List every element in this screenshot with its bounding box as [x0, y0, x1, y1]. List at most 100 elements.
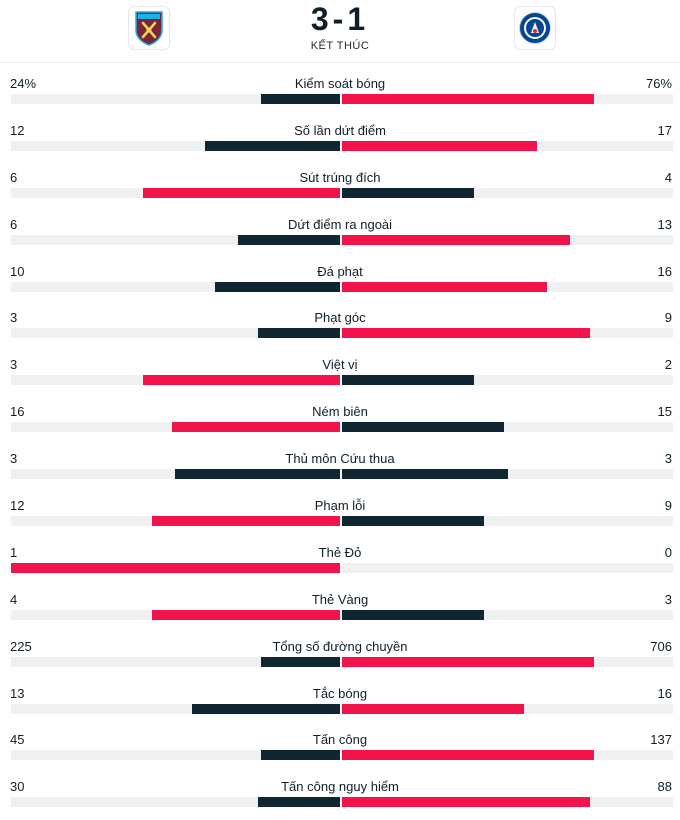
away-stat-bar — [342, 234, 570, 245]
home-stat-track — [11, 140, 340, 151]
home-stat-value: 12 — [10, 122, 25, 138]
stat-label: Việt vị — [322, 357, 358, 373]
away-stat-bar — [342, 750, 594, 761]
stat-label: Thẻ Đỏ — [318, 544, 362, 560]
stat-row: 30 Tấn công nguy hiểm 88 — [0, 773, 680, 820]
home-stat-track — [11, 422, 340, 433]
away-stat-track — [342, 422, 673, 433]
home-stat-value: 225 — [10, 638, 32, 654]
home-stat-value: 4 — [10, 591, 18, 607]
away-stat-track — [342, 703, 673, 714]
away-stat-track — [342, 234, 673, 245]
away-stat-bar — [342, 797, 590, 808]
away-stat-value: 137 — [650, 732, 672, 748]
away-stat-value: 17 — [657, 122, 672, 138]
stat-label: Kiểm soát bóng — [294, 76, 386, 91]
stat-row: 13 Tắc bóng 16 — [0, 680, 680, 727]
home-stat-bar — [261, 656, 340, 667]
away-stat-track — [342, 609, 673, 620]
home-stat-bar — [152, 609, 340, 620]
home-stat-track — [11, 469, 340, 480]
stat-label: Tấn công nguy hiểm — [281, 779, 399, 795]
stat-label: Phạm lỗi — [314, 498, 366, 514]
stat-label: Sút trúng đích — [299, 169, 381, 185]
stat-label: Tấn công — [312, 732, 368, 748]
away-stat-value: 9 — [664, 498, 672, 514]
home-stat-value: 3 — [10, 451, 18, 467]
away-stat-track — [342, 187, 673, 198]
home-stat-value: 10 — [10, 263, 25, 279]
away-stat-bar — [342, 375, 474, 386]
home-stat-track — [11, 656, 340, 667]
match-status: KẾT THÚC — [310, 40, 370, 52]
home-stat-value: 3 — [10, 357, 18, 373]
home-stat-track — [11, 609, 340, 620]
home-stat-track — [11, 562, 340, 573]
match-stats-list: 24% Kiểm soát bóng 76% 12 Số lần dứt điểm 17 6… — [0, 70, 680, 820]
stat-row: 10 Đá phạt 16 — [0, 258, 680, 305]
away-stat-value: 16 — [657, 685, 672, 701]
away-stat-bar — [342, 609, 484, 620]
home-stat-track — [11, 328, 340, 339]
away-stat-value: 76% — [645, 76, 672, 91]
stat-row: 45 Tấn công 137 — [0, 726, 680, 773]
away-stat-track — [342, 281, 673, 292]
home-stat-bar — [143, 187, 340, 198]
home-stat-value: 6 — [10, 216, 18, 232]
stat-row: 1 Thẻ Đỏ 0 — [0, 539, 680, 586]
home-stat-value: 3 — [10, 310, 18, 326]
stat-row: 225 Tổng số đường chuyền 706 — [0, 633, 680, 680]
away-team-crest[interactable] — [514, 6, 556, 50]
home-stat-bar — [152, 516, 340, 527]
home-stat-value: 1 — [10, 544, 18, 560]
home-team-crest[interactable] — [128, 6, 170, 50]
home-stat-track — [11, 281, 340, 292]
away-stat-value: 3 — [664, 451, 672, 467]
away-stat-bar — [342, 187, 474, 198]
stat-label: Tổng số đường chuyền — [272, 638, 408, 654]
stat-row: 12 Phạm lỗi 9 — [0, 492, 680, 539]
away-stat-value: 706 — [650, 638, 672, 654]
stat-label: Phạt góc — [314, 310, 366, 326]
away-stat-track — [342, 328, 673, 339]
away-stat-bar — [342, 140, 537, 151]
away-stat-track — [342, 797, 673, 808]
stat-row: 3 Việt vị 2 — [0, 351, 680, 398]
away-stat-track — [342, 562, 673, 573]
home-stat-bar — [258, 797, 340, 808]
away-stat-value: 13 — [657, 216, 672, 232]
stat-label: Thủ môn Cứu thua — [285, 451, 395, 467]
away-stat-track — [342, 469, 673, 480]
stat-row: 6 Dứt điểm ra ngoài 13 — [0, 211, 680, 258]
home-stat-track — [11, 187, 340, 198]
stat-label: Đá phạt — [317, 263, 363, 279]
stat-label: Ném biên — [312, 404, 368, 420]
stat-row: 24% Kiểm soát bóng 76% — [0, 70, 680, 117]
stat-label: Dứt điểm ra ngoài — [287, 216, 393, 232]
away-stat-bar — [342, 281, 547, 292]
away-stat-bar — [342, 328, 590, 339]
stat-label: Thẻ Vàng — [311, 591, 369, 607]
west-ham-crest-icon — [135, 11, 163, 46]
home-stat-track — [11, 516, 340, 527]
away-stat-bar — [342, 516, 484, 527]
away-stat-track — [342, 375, 673, 386]
away-stat-bar — [342, 422, 504, 433]
away-stat-track — [342, 140, 673, 151]
home-stat-track — [11, 375, 340, 386]
home-stat-track — [11, 94, 340, 104]
away-stat-track — [342, 516, 673, 527]
score-separator: - — [332, 1, 348, 37]
away-stat-track — [342, 750, 673, 761]
home-stat-bar — [175, 469, 340, 480]
away-stat-value: 0 — [664, 544, 672, 560]
home-stat-bar — [11, 562, 340, 573]
away-stat-value: 2 — [664, 357, 672, 373]
away-stat-value: 3 — [664, 591, 672, 607]
away-stat-value: 15 — [657, 404, 672, 420]
home-stat-bar — [143, 375, 340, 386]
match-score: 3-1 — [0, 0, 680, 38]
home-stat-bar — [205, 140, 340, 151]
away-stat-bar — [342, 703, 524, 714]
stat-label: Số lần dứt điểm — [294, 122, 386, 138]
